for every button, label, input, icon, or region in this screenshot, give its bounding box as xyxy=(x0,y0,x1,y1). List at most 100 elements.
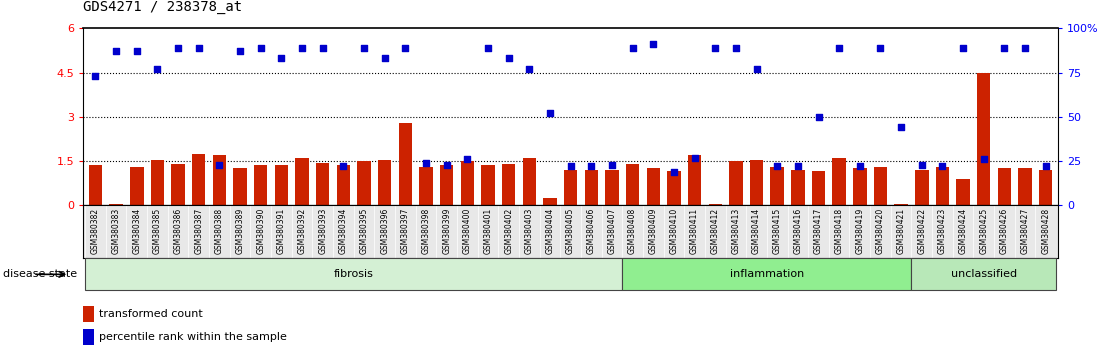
Point xyxy=(521,66,538,72)
Text: GSM380402: GSM380402 xyxy=(504,208,513,254)
Point xyxy=(294,45,311,51)
Point xyxy=(562,164,579,169)
Point xyxy=(892,125,910,130)
Text: GSM380389: GSM380389 xyxy=(236,208,245,254)
Point xyxy=(954,45,972,51)
Text: inflammation: inflammation xyxy=(730,269,804,279)
Bar xyxy=(543,198,556,205)
Point xyxy=(665,169,683,175)
Bar xyxy=(708,204,722,205)
Bar xyxy=(399,123,412,205)
Bar xyxy=(936,167,950,205)
Bar xyxy=(894,204,907,205)
Text: unclassified: unclassified xyxy=(951,269,1017,279)
Text: GSM380384: GSM380384 xyxy=(132,208,142,254)
Bar xyxy=(832,158,845,205)
Point xyxy=(748,66,766,72)
Point xyxy=(459,156,476,162)
Point xyxy=(645,41,663,47)
Text: GSM380415: GSM380415 xyxy=(772,208,782,254)
Text: GSM380413: GSM380413 xyxy=(731,208,740,254)
Point xyxy=(851,164,869,169)
Point xyxy=(1016,45,1034,51)
Bar xyxy=(110,204,123,205)
Bar xyxy=(130,167,144,205)
Text: GSM380428: GSM380428 xyxy=(1042,208,1050,254)
Bar xyxy=(461,161,474,205)
Text: GSM380420: GSM380420 xyxy=(876,208,885,254)
Bar xyxy=(997,169,1012,205)
Text: GSM380404: GSM380404 xyxy=(545,208,554,255)
Point xyxy=(335,164,352,169)
Text: GSM380425: GSM380425 xyxy=(979,208,988,254)
Point xyxy=(107,48,125,54)
Bar xyxy=(564,170,577,205)
Point xyxy=(1037,164,1055,169)
Text: GSM380411: GSM380411 xyxy=(690,208,699,254)
Text: GSM380393: GSM380393 xyxy=(318,208,327,255)
Bar xyxy=(316,162,329,205)
Bar xyxy=(378,160,391,205)
Bar xyxy=(791,170,804,205)
Point xyxy=(252,45,269,51)
Point xyxy=(789,164,807,169)
Bar xyxy=(956,179,970,205)
Bar xyxy=(296,158,309,205)
Point xyxy=(397,45,414,51)
Bar xyxy=(812,171,825,205)
Point xyxy=(479,45,496,51)
Bar xyxy=(254,166,267,205)
Text: GSM380394: GSM380394 xyxy=(339,208,348,255)
Point xyxy=(189,45,207,51)
Text: percentile rank within the sample: percentile rank within the sample xyxy=(99,332,287,342)
Text: GSM380424: GSM380424 xyxy=(958,208,967,254)
Text: GSM380422: GSM380422 xyxy=(917,208,926,254)
Bar xyxy=(585,170,598,205)
Point xyxy=(232,48,249,54)
Point xyxy=(376,56,393,61)
Text: GSM380426: GSM380426 xyxy=(999,208,1009,254)
Bar xyxy=(750,160,763,205)
Text: GSM380416: GSM380416 xyxy=(793,208,802,254)
Point xyxy=(872,45,890,51)
Bar xyxy=(605,170,618,205)
Text: GSM380391: GSM380391 xyxy=(277,208,286,254)
Text: GSM380396: GSM380396 xyxy=(380,208,389,255)
Bar xyxy=(853,169,866,205)
Text: GSM380392: GSM380392 xyxy=(298,208,307,254)
Point xyxy=(417,160,434,166)
Point xyxy=(541,110,558,116)
Text: GSM380405: GSM380405 xyxy=(566,208,575,255)
Bar xyxy=(977,73,991,205)
Point xyxy=(975,156,993,162)
Bar xyxy=(85,258,623,290)
Point xyxy=(148,66,166,72)
Point xyxy=(624,45,642,51)
Text: GSM380385: GSM380385 xyxy=(153,208,162,254)
Point xyxy=(603,162,620,167)
Point xyxy=(211,162,228,167)
Text: GSM380414: GSM380414 xyxy=(752,208,761,254)
Text: fibrosis: fibrosis xyxy=(334,269,373,279)
Text: GSM380387: GSM380387 xyxy=(194,208,203,254)
Text: GSM380418: GSM380418 xyxy=(834,208,843,254)
Bar xyxy=(357,161,371,205)
Point xyxy=(314,45,331,51)
Text: GSM380407: GSM380407 xyxy=(607,208,616,255)
Text: disease state: disease state xyxy=(3,269,78,279)
Point xyxy=(170,45,187,51)
Point xyxy=(127,48,145,54)
Text: GSM380395: GSM380395 xyxy=(359,208,369,255)
Text: GSM380390: GSM380390 xyxy=(256,208,265,255)
Text: GSM380408: GSM380408 xyxy=(628,208,637,254)
Point xyxy=(438,162,455,167)
Point xyxy=(996,45,1014,51)
Bar xyxy=(172,164,185,205)
Text: transformed count: transformed count xyxy=(99,309,203,319)
Bar xyxy=(481,166,494,205)
Bar xyxy=(419,167,433,205)
Bar xyxy=(151,160,164,205)
Bar xyxy=(626,164,639,205)
Point xyxy=(810,114,828,120)
Bar xyxy=(83,329,94,345)
